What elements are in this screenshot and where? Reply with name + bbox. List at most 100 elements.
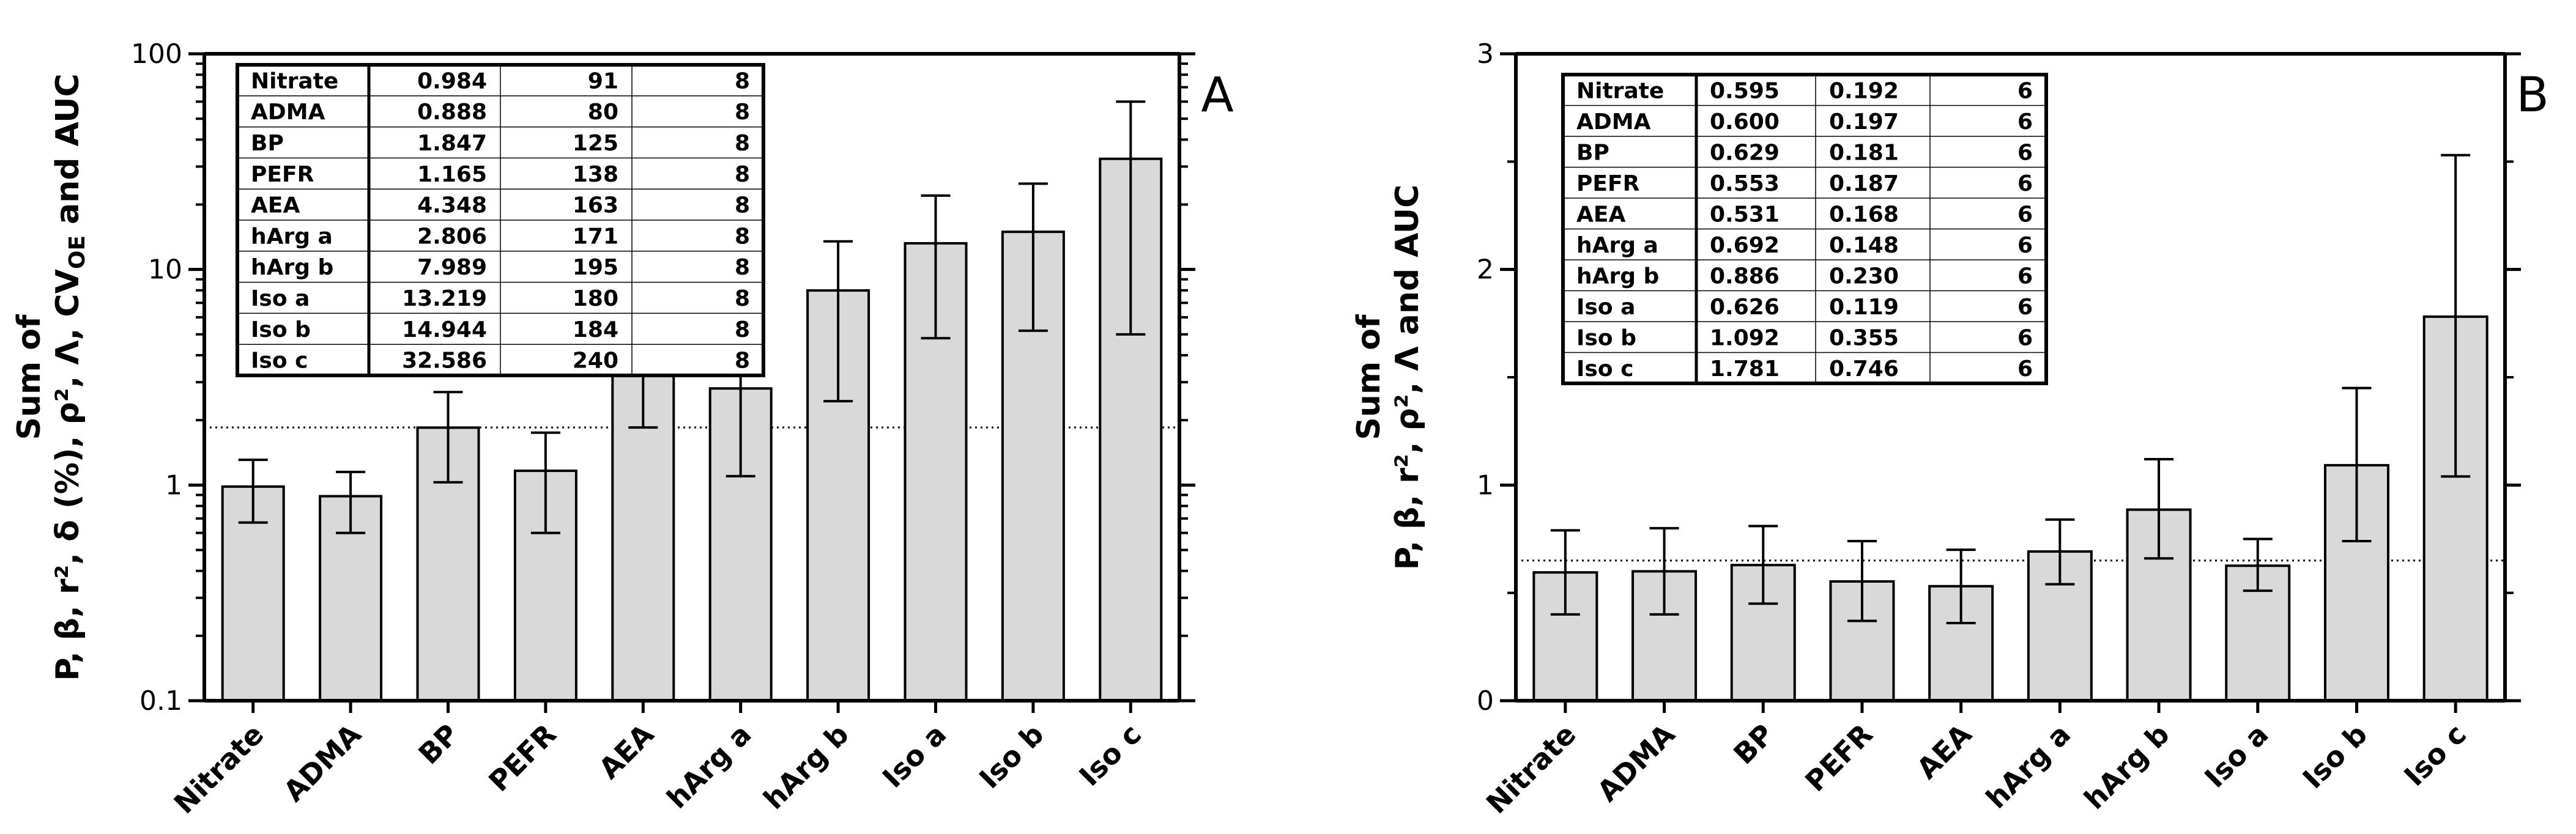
table-cell: 0.181 — [1829, 140, 1899, 165]
table-cell: 0.626 — [1710, 295, 1780, 320]
x-tick-label: hArg b — [2077, 718, 2175, 816]
table-cell: hArg a — [251, 224, 333, 249]
x-tick-label: PEFR — [1798, 718, 1879, 799]
table-cell: 180 — [573, 286, 618, 311]
table-cell: 6 — [2017, 109, 2033, 135]
x-tick-label: Iso c — [1072, 718, 1148, 793]
table-cell: 0.600 — [1710, 109, 1780, 135]
y-tick-label: 1 — [165, 470, 182, 501]
x-tick-label: hArg a — [1980, 718, 2077, 815]
table-cell: 14.944 — [402, 317, 487, 342]
y-axis-label-line2: P, β, r², ρ², Λ and AUC — [1389, 185, 1426, 570]
table-cell: 0.168 — [1829, 202, 1899, 227]
x-tick-label: Iso b — [973, 718, 1050, 795]
y-axis-label-subscript: OE — [65, 235, 90, 269]
x-tick-label: BP — [1727, 718, 1780, 771]
table-cell: 6 — [2017, 78, 2033, 103]
y-tick-label: 10 — [148, 254, 182, 286]
table-cell: 8 — [735, 131, 750, 156]
table-cell: 0.886 — [1710, 264, 1780, 289]
table-cell: 91 — [588, 68, 618, 94]
panel-letter: B — [2516, 68, 2549, 123]
table-cell: 6 — [2017, 233, 2033, 258]
table-cell: AEA — [1576, 202, 1625, 227]
y-axis-label-main: P, β, r², δ (%), ρ², Λ, CV — [50, 269, 86, 681]
table-cell: 13.219 — [402, 286, 487, 311]
x-tick-label: hArg b — [757, 718, 855, 816]
y-tick-label: 2 — [1477, 254, 1494, 286]
table-cell: 6 — [2017, 325, 2033, 350]
table-cell: ADMA — [1576, 109, 1651, 135]
table-cell: 0.148 — [1829, 233, 1899, 258]
table-cell: 7.989 — [417, 255, 487, 280]
table-cell: 0.197 — [1829, 109, 1899, 135]
y-axis-label-line2: P, β, r², δ (%), ρ², Λ, CVOE and AUC — [50, 73, 90, 681]
x-tick-label: BP — [412, 718, 465, 771]
table-cell: Iso c — [1576, 356, 1633, 382]
table-cell: 1.092 — [1710, 325, 1780, 350]
table-cell: hArg b — [251, 255, 333, 280]
table-cell: 1.781 — [1710, 356, 1780, 382]
table-cell: 0.230 — [1829, 264, 1899, 289]
table-cell: 171 — [573, 224, 618, 249]
table-cell: 2.806 — [417, 224, 487, 249]
table-cell: ADMA — [251, 100, 325, 125]
table-cell: 8 — [735, 68, 750, 94]
x-tick-label: hArg a — [660, 718, 757, 815]
table-cell: 0.187 — [1829, 171, 1899, 196]
table-cell: 8 — [735, 100, 750, 125]
table-cell: hArg b — [1576, 264, 1659, 289]
table-cell: 6 — [2017, 140, 2033, 165]
table-cell: 1.847 — [417, 131, 487, 156]
x-tick-label: Iso c — [2397, 718, 2473, 793]
table-cell: 4.348 — [417, 193, 487, 218]
y-tick-label: 1 — [1477, 470, 1494, 501]
table-cell: 80 — [588, 100, 618, 125]
table-cell: 240 — [573, 349, 618, 374]
table-cell: 0.692 — [1710, 233, 1780, 258]
y-axis-label-line1: Sum of — [11, 314, 48, 440]
table-cell: 8 — [735, 349, 750, 374]
y-axis-label-main: P, β, r², ρ², Λ and AUC — [1389, 185, 1426, 570]
table-cell: AEA — [251, 193, 300, 218]
panel-letter: A — [1201, 68, 1233, 123]
y-tick-label: 3 — [1477, 39, 1494, 70]
table-cell: 0.984 — [417, 68, 487, 94]
table-cell: 1.165 — [417, 162, 487, 187]
table-cell: 8 — [735, 224, 750, 249]
y-tick-label: 0 — [1477, 685, 1494, 717]
table-cell: hArg a — [1576, 233, 1658, 258]
y-axis-label-end: and AUC — [50, 73, 86, 235]
inset-table: Nitrate 0.595 0.192 6 ADMA 0.600 0.197 6 BP 0.629… — [1561, 73, 2048, 385]
table-cell: 0.531 — [1710, 202, 1780, 227]
table-cell: BP — [1576, 140, 1609, 165]
table-cell: 0.119 — [1829, 295, 1899, 320]
table-cell: 32.586 — [402, 349, 487, 374]
table-cell: 0.746 — [1829, 356, 1899, 382]
x-tick-label: Iso a — [2198, 718, 2274, 794]
table-cell: PEFR — [1576, 171, 1639, 196]
table-cell: 6 — [2017, 202, 2033, 227]
x-tick-label: ADMA — [1591, 717, 1681, 808]
table-cell: Iso b — [1576, 325, 1636, 350]
table-cell: 195 — [573, 255, 618, 280]
x-tick-label: Nitrate — [1480, 718, 1583, 821]
table-cell: Nitrate — [251, 68, 338, 94]
x-tick-label: PEFR — [482, 718, 563, 799]
table-cell: 184 — [573, 317, 618, 342]
table-cell: 125 — [573, 131, 618, 156]
y-axis-label-line1: Sum of — [1351, 314, 1387, 440]
table-cell: Nitrate — [1576, 78, 1664, 103]
table-cell: 6 — [2017, 356, 2033, 382]
x-tick-label: AEA — [592, 717, 660, 785]
x-tick-label: AEA — [1910, 717, 1978, 785]
table-cell: Iso b — [251, 317, 311, 342]
table-cell: 163 — [573, 193, 618, 218]
table-cell: 8 — [735, 193, 750, 218]
x-tick-label: Iso b — [2296, 718, 2374, 795]
table-cell: BP — [251, 131, 284, 156]
table-cell: 6 — [2017, 264, 2033, 289]
